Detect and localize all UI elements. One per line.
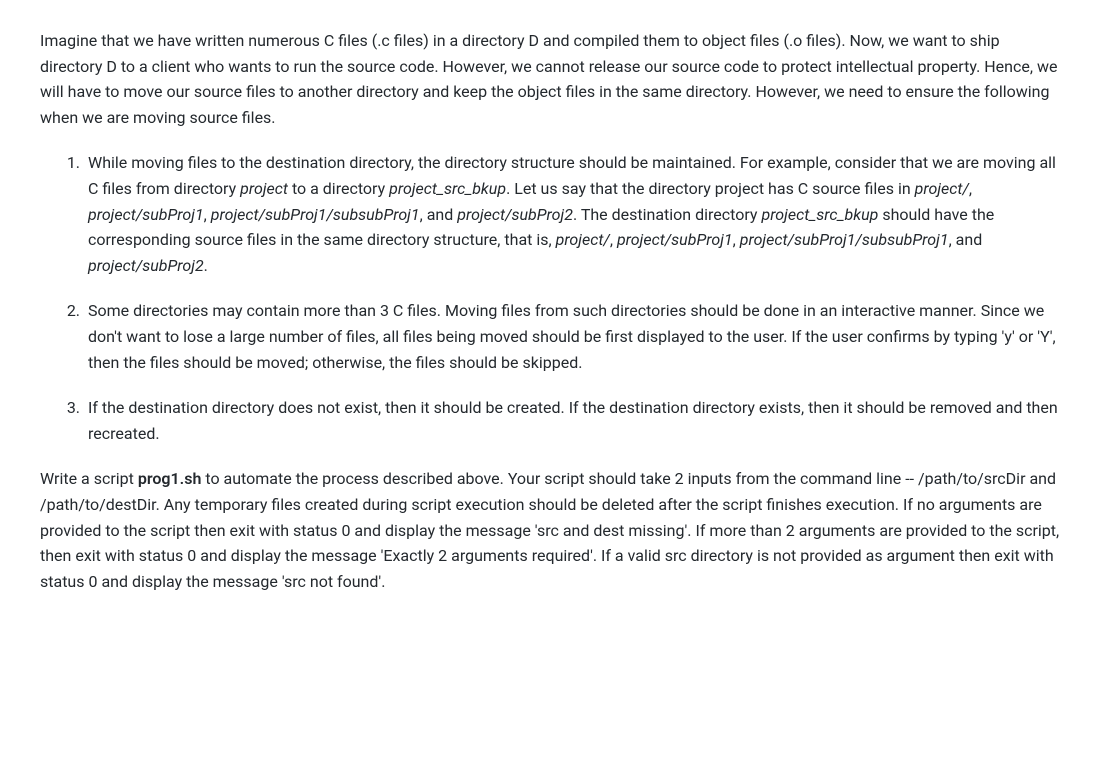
requirement-item-1: While moving files to the destination di… — [84, 150, 1063, 278]
text-segment: , — [204, 205, 211, 224]
requirements-list: While moving files to the destination di… — [40, 150, 1063, 446]
text-segment: . — [204, 256, 208, 275]
text-segment: Some directories may contain more than 3… — [88, 301, 1056, 371]
text-segment: , and — [420, 205, 458, 224]
intro-paragraph: Imagine that we have written numerous C … — [40, 28, 1063, 130]
italic-text: project/subProj1 — [617, 230, 733, 249]
italic-text: project_src_bkup — [761, 205, 878, 224]
italic-text: project/ — [556, 230, 610, 249]
text-segment: . Let us say that the directory project … — [506, 179, 915, 198]
text-segment: , — [969, 179, 972, 198]
bold-text: prog1.sh — [138, 469, 202, 488]
requirement-item-3: If the destination directory does not ex… — [84, 395, 1063, 446]
italic-text: project_src_bkup — [389, 179, 506, 198]
text-segment: If the destination directory does not ex… — [88, 398, 1058, 443]
italic-text: project/ — [915, 179, 969, 198]
text-segment: , and — [949, 230, 983, 249]
text-segment: to a directory — [288, 179, 389, 198]
italic-text: project/subProj2 — [457, 205, 573, 224]
italic-text: project/subProj1/subsubProj1 — [740, 230, 949, 249]
requirement-item-2: Some directories may contain more than 3… — [84, 298, 1063, 375]
italic-text: project — [240, 179, 288, 198]
text-segment: . The destination directory — [573, 205, 762, 224]
italic-text: project/subProj1 — [88, 205, 204, 224]
text-segment: , — [610, 230, 617, 249]
italic-text: project/subProj1/subsubProj1 — [211, 205, 420, 224]
italic-text: project/subProj2 — [88, 256, 204, 275]
closing-paragraph: Write a script prog1.sh to automate the … — [40, 466, 1063, 594]
text-segment: Write a script — [40, 469, 138, 488]
text-segment: , — [733, 230, 740, 249]
